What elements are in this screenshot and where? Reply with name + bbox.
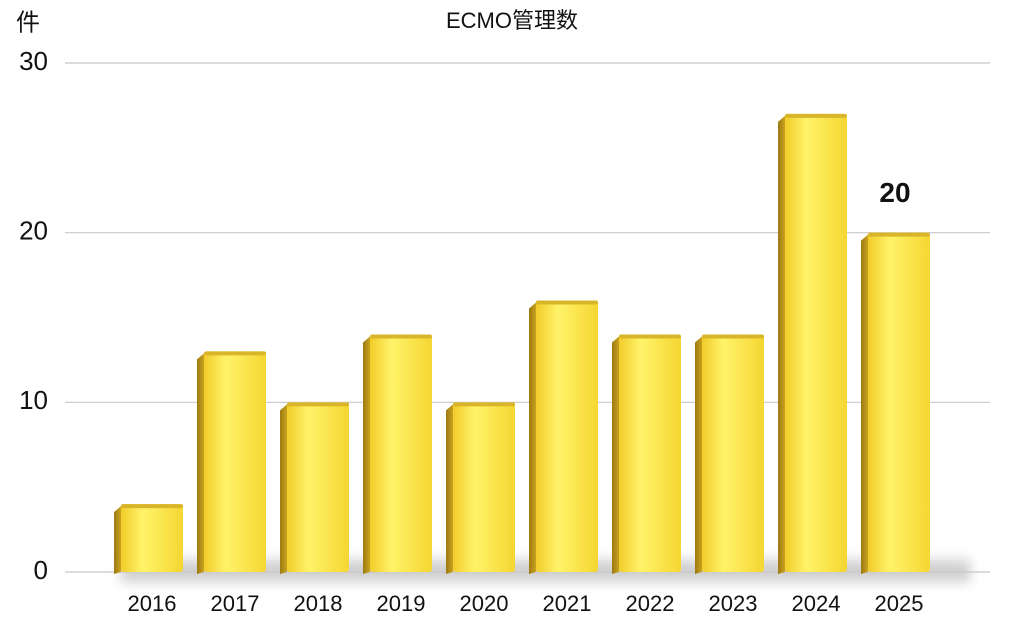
y-tick-label: 20 bbox=[19, 216, 48, 246]
x-tick-label: 2021 bbox=[543, 591, 592, 616]
x-tick-label: 2018 bbox=[294, 591, 343, 616]
bar-face bbox=[702, 334, 764, 572]
bar-side bbox=[280, 404, 287, 574]
bar-face bbox=[121, 504, 183, 572]
bar-top bbox=[785, 113, 847, 118]
bar bbox=[695, 334, 764, 574]
bar-top bbox=[204, 351, 266, 356]
data-label: 20 bbox=[879, 177, 910, 208]
bar-side bbox=[363, 336, 370, 574]
y-axis-label: 件 bbox=[16, 9, 40, 36]
bar bbox=[778, 113, 847, 575]
bar-side bbox=[114, 506, 121, 574]
bar-face bbox=[785, 113, 847, 573]
x-tick-label: 2024 bbox=[792, 591, 841, 616]
bar-side bbox=[778, 115, 785, 575]
bar-side bbox=[612, 336, 619, 574]
bar-face bbox=[868, 232, 930, 572]
bar-top bbox=[536, 300, 598, 305]
bar-face bbox=[619, 334, 681, 572]
bar bbox=[280, 402, 349, 574]
bar-side bbox=[861, 234, 868, 574]
y-tick-label: 10 bbox=[19, 385, 48, 415]
bar-top bbox=[370, 334, 432, 339]
x-tick-label: 2020 bbox=[460, 591, 509, 616]
y-tick-label: 30 bbox=[19, 46, 48, 76]
x-tick-label: 2023 bbox=[709, 591, 758, 616]
bar-face bbox=[204, 351, 266, 572]
x-tick-label: 2016 bbox=[128, 591, 177, 616]
bar-side bbox=[529, 302, 536, 574]
bar bbox=[363, 334, 432, 574]
bar bbox=[446, 402, 515, 574]
bar-side bbox=[446, 404, 453, 574]
bar bbox=[529, 300, 598, 574]
bar-face bbox=[453, 402, 515, 572]
bar-face bbox=[370, 334, 432, 572]
bar bbox=[861, 232, 930, 574]
bar-top bbox=[868, 232, 930, 237]
x-tick-label: 2017 bbox=[211, 591, 260, 616]
bar-top bbox=[453, 402, 515, 407]
x-tick-label: 2025 bbox=[875, 591, 924, 616]
bar-top bbox=[287, 402, 349, 407]
bar bbox=[114, 504, 183, 574]
chart-title: ECMO管理数 bbox=[446, 8, 578, 33]
bar-face bbox=[536, 300, 598, 572]
x-tick-label: 2019 bbox=[377, 591, 426, 616]
bar bbox=[612, 334, 681, 574]
y-tick-label: 0 bbox=[34, 555, 48, 585]
bar bbox=[197, 351, 266, 574]
x-tick-label: 2022 bbox=[626, 591, 675, 616]
bar-side bbox=[197, 353, 204, 574]
bar-top bbox=[121, 504, 183, 509]
bar-top bbox=[619, 334, 681, 339]
bar-face bbox=[287, 402, 349, 572]
bar-side bbox=[695, 336, 702, 574]
bar-top bbox=[702, 334, 764, 339]
